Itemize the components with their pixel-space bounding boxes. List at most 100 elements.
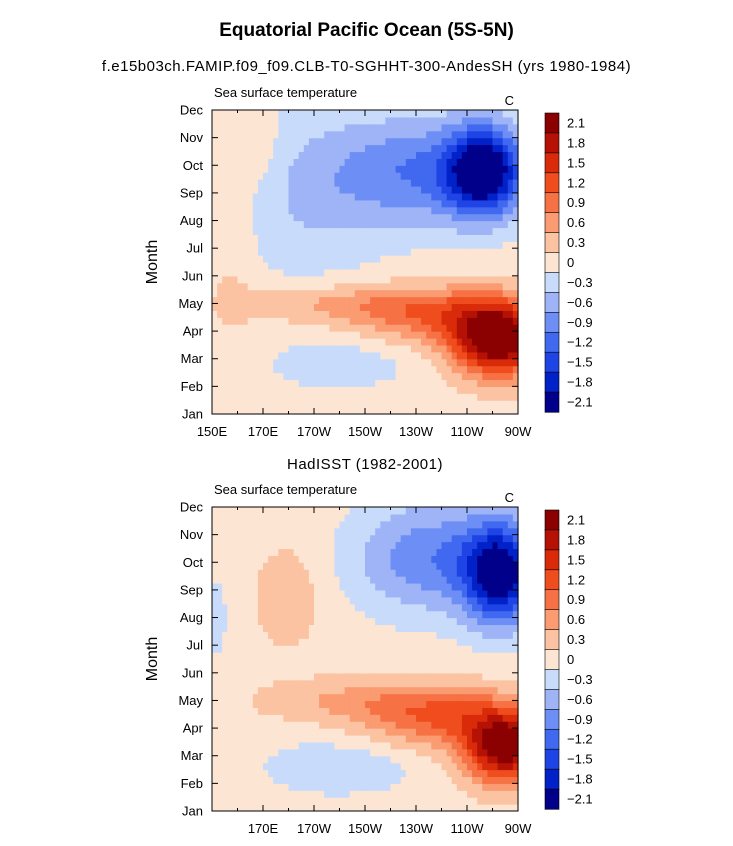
- field-cell: [308, 659, 315, 667]
- field-cell: [431, 158, 437, 166]
- field-cell: [283, 379, 290, 387]
- field-cell: [247, 555, 254, 563]
- field-cell: [334, 555, 341, 563]
- field-cell: [339, 548, 346, 556]
- field-cell: [472, 324, 478, 332]
- field-cell: [308, 324, 315, 332]
- field-cell: [410, 748, 417, 757]
- field-cell: [487, 317, 494, 325]
- field-cell: [222, 358, 228, 367]
- field-cell: [456, 296, 463, 305]
- field-cell: [263, 179, 269, 187]
- field-cell: [263, 289, 269, 298]
- field-cell: [334, 130, 341, 139]
- field-cell: [252, 296, 259, 305]
- field-cell: [314, 555, 320, 563]
- field-cell: [416, 645, 422, 653]
- field-cell: [237, 700, 244, 708]
- field-cell: [293, 324, 300, 332]
- field-cell: [339, 227, 346, 235]
- field-cell: [308, 735, 315, 743]
- field-cell: [477, 393, 483, 401]
- field-cell: [263, 324, 269, 332]
- field-cell: [212, 289, 218, 298]
- field-cell: [400, 393, 407, 401]
- field-cell: [385, 596, 392, 605]
- field-cell: [247, 548, 254, 556]
- field-cell: [421, 638, 427, 646]
- field-cell: [242, 407, 249, 415]
- field-cell: [512, 165, 519, 173]
- field-cell: [303, 137, 310, 146]
- field-cell: [319, 804, 325, 812]
- field-cell: [380, 707, 386, 715]
- field-cell: [431, 804, 437, 812]
- field-cell: [217, 234, 223, 242]
- field-cell: [283, 541, 290, 550]
- field-cell: [431, 116, 437, 125]
- field-cell: [232, 227, 239, 235]
- field-cell: [278, 797, 284, 805]
- field-cell: [308, 199, 315, 208]
- field-cell: [441, 241, 448, 249]
- field-cell: [441, 714, 448, 722]
- field-cell: [365, 520, 371, 529]
- field-cell: [278, 755, 284, 764]
- field-cell: [507, 158, 514, 166]
- field-cell: [497, 227, 504, 235]
- field-cell: [283, 603, 290, 612]
- x-tick-label: 90W: [505, 424, 532, 439]
- field-cell: [308, 379, 315, 387]
- field-cell: [288, 248, 295, 256]
- field-cell: [426, 617, 432, 626]
- field-cell: [237, 686, 244, 695]
- field-cell: [482, 331, 488, 339]
- field-cell: [324, 652, 330, 660]
- field-cell: [400, 234, 407, 242]
- field-cell: [212, 721, 218, 729]
- field-cell: [339, 275, 346, 284]
- field-cell: [314, 596, 320, 605]
- field-cell: [319, 213, 325, 222]
- field-cell: [354, 393, 361, 401]
- field-cell: [252, 617, 259, 626]
- field-cell: [421, 165, 427, 173]
- field-cell: [263, 110, 269, 118]
- field-cell: [349, 365, 356, 374]
- field-cell: [212, 790, 218, 798]
- field-cell: [426, 186, 432, 194]
- field-cell: [385, 610, 392, 619]
- field-cell: [237, 248, 244, 256]
- field-cell: [339, 693, 346, 702]
- field-cell: [263, 721, 269, 729]
- field-cell: [431, 665, 437, 674]
- field-cell: [339, 804, 346, 812]
- field-cell: [268, 624, 274, 632]
- field-cell: [507, 179, 514, 187]
- field-cell: [278, 804, 284, 812]
- field-cell: [395, 700, 402, 708]
- field-cell: [472, 351, 478, 360]
- field-cell: [451, 344, 458, 353]
- field-cell: [410, 158, 417, 166]
- field-cell: [273, 110, 279, 118]
- field-cell: [380, 358, 386, 367]
- field-cell: [288, 303, 295, 311]
- field-cell: [288, 262, 295, 270]
- field-cell: [461, 282, 468, 291]
- field-cell: [507, 379, 514, 387]
- field-cell: [242, 303, 249, 311]
- field-cell: [461, 220, 468, 229]
- field-cell: [344, 624, 351, 632]
- field-cell: [227, 555, 233, 563]
- field-cell: [212, 610, 218, 619]
- field-cell: [359, 151, 366, 159]
- field-cell: [441, 123, 448, 132]
- field-cell: [237, 379, 244, 387]
- field-cell: [380, 652, 386, 660]
- field-cell: [298, 652, 305, 660]
- field-cell: [212, 672, 218, 681]
- field-cell: [319, 583, 325, 591]
- field-cell: [416, 555, 422, 563]
- field-cell: [395, 783, 402, 791]
